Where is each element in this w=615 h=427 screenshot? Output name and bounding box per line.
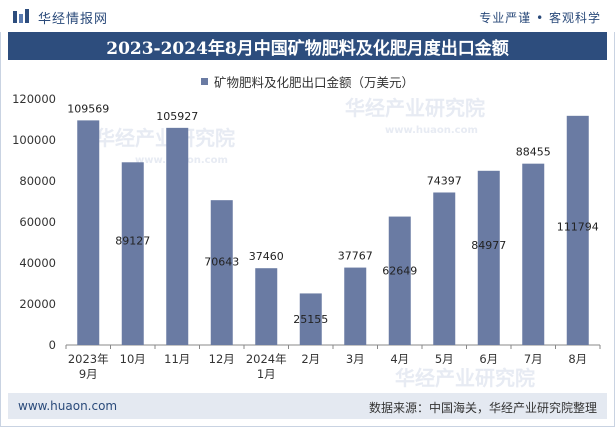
data-label: 89127: [115, 235, 150, 248]
title-bar: 2023-2024年8月中国矿物肥料及化肥月度出口金额: [8, 32, 607, 60]
y-tick-label: 20000: [19, 297, 56, 311]
watermark-text-1: 华经产业研究院: [345, 96, 485, 120]
x-tick-label: 5月: [435, 352, 454, 366]
watermark-text-0: 华经产业研究院: [95, 126, 235, 150]
bar-layer: [77, 115, 589, 346]
x-tick-label: 3月: [346, 352, 365, 366]
y-tick-label: 80000: [19, 174, 56, 188]
chart-title: 2023-2024年8月中国矿物肥料及化肥月度出口金额: [106, 38, 509, 59]
bar: [477, 170, 500, 345]
x-tick-label: 10月: [120, 352, 146, 366]
footer-source: 数据来源：中国海关，华经产业研究院整理: [368, 401, 597, 415]
x-tick-label: 4月: [390, 352, 409, 366]
legend-swatch: [200, 78, 208, 85]
bar: [299, 293, 322, 345]
x-tick-label: 2月: [301, 352, 320, 366]
x-tick-label: 2023年: [68, 352, 109, 366]
top-bar: 华经情报网 专业严谨 • 客观科学: [0, 0, 615, 32]
x-tick-label: 7月: [524, 352, 543, 366]
y-tick-label: 100000: [12, 133, 56, 147]
footer-website: www.huaon.com: [18, 399, 118, 413]
slogan: 专业严谨 • 客观科学: [479, 11, 601, 25]
bar: [77, 120, 100, 346]
bar: [121, 162, 144, 345]
y-tick-label: 0: [49, 338, 56, 352]
data-label: 111794: [557, 220, 599, 233]
data-label: 62649: [382, 264, 417, 277]
data-label: 74397: [427, 174, 462, 187]
bar: [210, 200, 233, 345]
x-tick-label: 8月: [568, 352, 587, 366]
y-tick-label: 120000: [12, 92, 56, 106]
footer: www.huaon.com 数据来源：中国海关，华经产业研究院整理: [8, 393, 607, 419]
x-tick-label: 6月: [479, 352, 498, 366]
bar: [344, 267, 367, 345]
y-tick-label: 60000: [19, 215, 56, 229]
watermark-text-2: 华经产业研究院: [395, 366, 535, 390]
x-tick-label: 11月: [164, 352, 190, 366]
watermark-url-1: www.huaon.com: [385, 125, 478, 136]
watermark-layer: 华经产业研究院www.huaon.com华经产业研究院www.huaon.com…: [95, 96, 535, 406]
bar: [255, 268, 278, 345]
logo-text: 华经情报网: [38, 11, 109, 27]
x-tick-label: 9月: [79, 367, 98, 381]
label-layer: 109569 89127 105927 70643 37460 25155 37767 626…: [67, 102, 599, 326]
logo-icon: [13, 9, 29, 23]
logo: 华经情报网: [12, 8, 109, 27]
x-tick-label: 2024年: [246, 352, 287, 366]
legend-label: 矿物肥料及化肥出口金额（万美元）: [213, 75, 414, 90]
bar: [522, 163, 545, 345]
data-label: 37767: [338, 250, 373, 263]
x-tick-label: 12月: [209, 352, 235, 366]
data-label: 109569: [67, 102, 109, 115]
data-label: 37460: [249, 250, 284, 263]
axis-layer: 0 20000 40000 60000 80000 100000 120000 2023年9月…: [12, 92, 601, 381]
bar: [388, 216, 411, 345]
x-tick-label: 1月: [257, 367, 276, 381]
data-label: 84977: [471, 239, 506, 252]
data-label: 70643: [204, 255, 239, 268]
y-tick-label: 40000: [19, 256, 56, 270]
data-label: 88455: [516, 146, 551, 159]
legend: 矿物肥料及化肥出口金额（万美元）: [0, 72, 615, 91]
bar: [566, 115, 589, 346]
data-label: 25155: [293, 313, 328, 326]
data-label: 105927: [156, 110, 198, 123]
bar: [433, 192, 456, 345]
bar: [166, 127, 189, 346]
